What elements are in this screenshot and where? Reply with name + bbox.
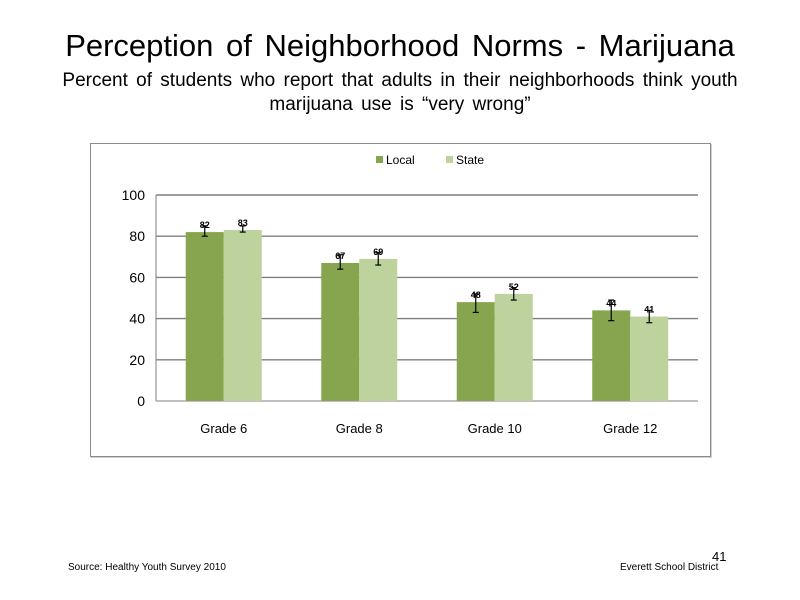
slide-title: Perception of Neighborhood Norms - Marij… [65,28,735,63]
data-label: 48 [471,290,481,300]
bar-local [321,262,360,401]
data-label: 67 [335,251,345,261]
y-tick-label: 60 [129,269,145,285]
data-label: 83 [238,218,248,228]
bar-state [223,230,262,401]
bar-local [456,302,495,401]
y-tick-label: 80 [129,228,145,244]
data-label: 82 [200,220,210,230]
data-label: 52 [509,282,519,292]
y-tick-label: 20 [129,352,145,368]
y-tick-label: 40 [129,311,145,327]
x-tick-label: Grade 6 [200,421,247,436]
bar-local [592,310,631,401]
bar-state [630,316,669,401]
bar-state [494,293,533,401]
x-tick-label: Grade 12 [603,421,657,436]
legend-swatch-state [446,156,453,163]
slide-subtitle: Percent of students who report that adul… [62,70,738,115]
bar-local [185,232,224,401]
organization-name: Everett School District [620,562,719,573]
page-number: 41 [712,549,727,564]
legend-swatch-local [376,156,383,163]
legend-label: Local [386,153,415,167]
y-tick-label: 0 [137,393,145,409]
source-note: Source: Healthy Youth Survey 2010 [68,562,226,573]
x-tick-label: Grade 10 [468,421,522,436]
data-label: 41 [644,305,654,315]
legend-label: State [456,153,484,167]
bar-chart: 0 20 40 60 80 100 Grade 6 82 83 Grade 8 67 69 Grade … [122,153,698,436]
y-tick-label: 100 [122,187,146,203]
data-label: 44 [606,298,616,308]
data-label: 69 [373,247,383,257]
x-tick-label: Grade 8 [336,421,383,436]
bar-state [359,258,398,401]
chart-frame: 0 20 40 60 80 100 Grade 6 82 83 Grade 8 67 69 Grade … [90,143,711,457]
